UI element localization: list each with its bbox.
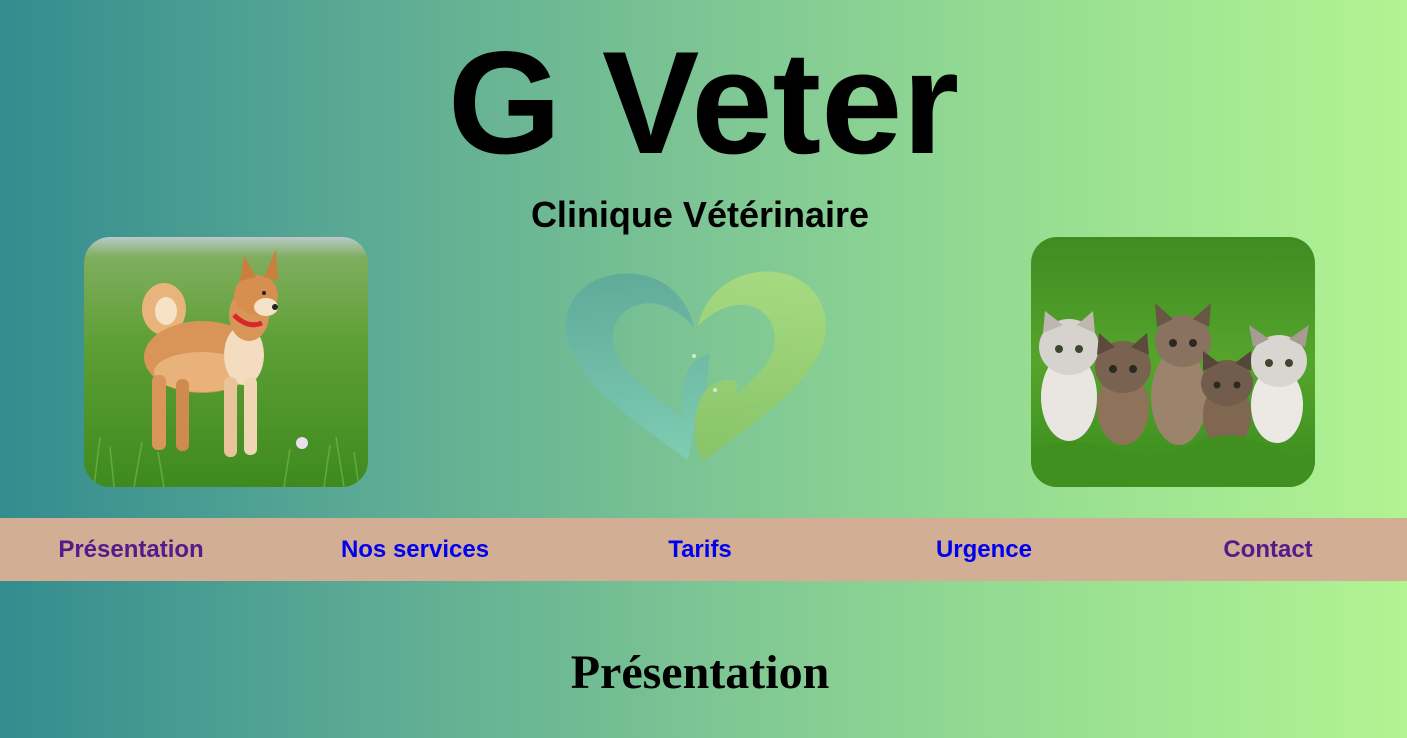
site-title: G Veter (447, 21, 960, 184)
dog-photo (84, 237, 368, 487)
nav-link-contact[interactable]: Contact (1223, 536, 1313, 563)
nav-link-tarifs[interactable]: Tarifs (668, 536, 732, 563)
heart-pet-logo (560, 268, 830, 468)
nav-link-nos-services[interactable]: Nos services (340, 536, 490, 563)
main-navigation: Présentation Nos services Tarifs Urgence… (0, 518, 1407, 581)
section-heading-presentation: Présentation (570, 646, 830, 699)
nav-link-urgence[interactable]: Urgence (935, 536, 1033, 563)
site-subtitle: Clinique Vétérinaire (530, 194, 870, 235)
kittens-photo (1031, 237, 1315, 487)
nav-link-presentation[interactable]: Présentation (58, 536, 204, 563)
